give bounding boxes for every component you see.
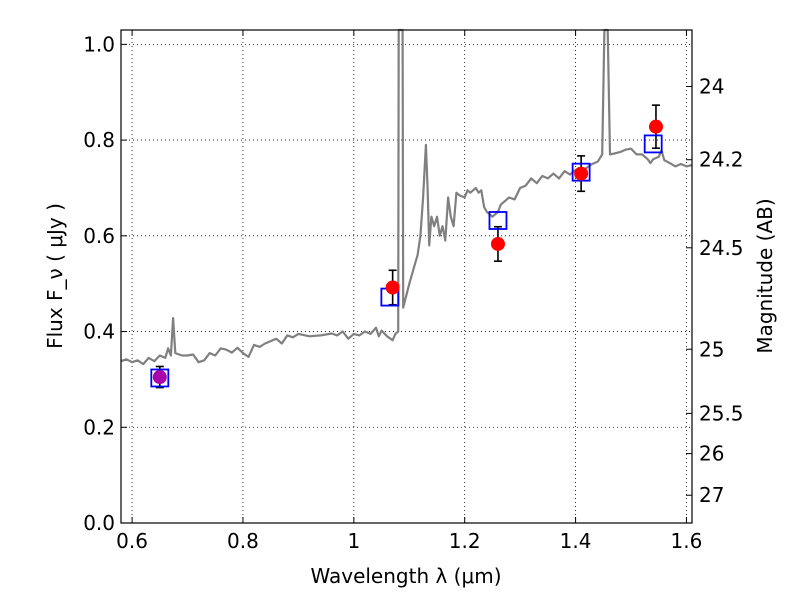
x-tick-label: 0.6 [116, 529, 148, 553]
observed-point [490, 236, 505, 251]
right-axis-label: Magnitude (AB) [753, 198, 777, 353]
y-axis-label: Flux F_ν ( μJy ) [43, 203, 67, 349]
y-tick-label: 0.0 [83, 511, 115, 535]
right-tick-label: 24 [699, 74, 724, 98]
model-band-square [571, 162, 591, 182]
spectrum-line [120, 28, 693, 366]
observed-point [152, 370, 167, 385]
right-tick-label: 25.5 [699, 401, 744, 425]
x-tick-label: 1.6 [671, 529, 703, 553]
y-tick-label: 0.6 [83, 224, 115, 248]
y-tick-label: 0.4 [83, 320, 115, 344]
observed-point [648, 119, 663, 134]
right-tick-label: 24.5 [699, 236, 744, 260]
model-band-square [150, 368, 170, 388]
model-band-square [643, 134, 663, 154]
y-tick-label: 0.8 [83, 128, 115, 152]
x-tick-label: 0.8 [227, 529, 259, 553]
data-points [150, 104, 663, 389]
axis-ticks: 0.6 0.8 1 1.2 1.4 1.6 0.0 0.2 0.4 0.6 0.8 1.0 24 24.2… [83, 30, 744, 553]
plot-frame [120, 29, 693, 524]
right-tick-label: 26 [699, 442, 724, 466]
y-tick-label: 1.0 [83, 32, 115, 56]
model-band-square [488, 211, 508, 230]
x-tick-label: 1 [347, 529, 360, 553]
observed-point [385, 280, 400, 295]
y-tick-label: 0.2 [83, 415, 115, 439]
right-tick-label: 24.2 [699, 148, 744, 172]
x-tick-label: 1.2 [449, 529, 481, 553]
right-tick-label: 27 [699, 483, 724, 507]
x-tick-label: 1.4 [560, 529, 592, 553]
spectrum-series [120, 28, 693, 366]
observed-point [574, 166, 589, 181]
x-axis-label: Wavelength λ (μm) [310, 564, 501, 588]
right-tick-label: 25 [699, 337, 724, 361]
